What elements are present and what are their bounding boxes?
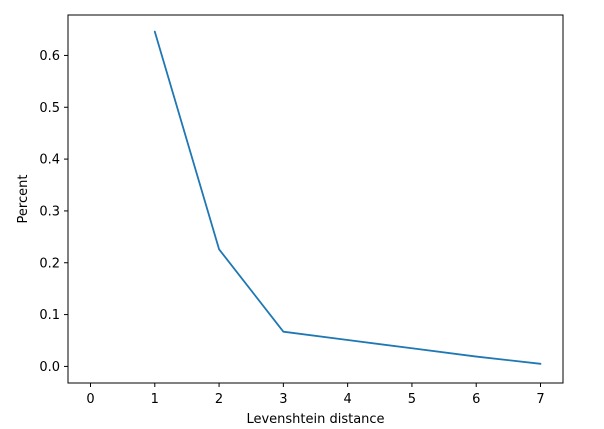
y-axis: 0.0 0.1 0.2 0.3 0.4 0.5 0.6	[39, 49, 68, 375]
x-tick-label: 7	[536, 392, 544, 407]
y-axis-label: Percent	[16, 175, 31, 224]
x-tick-label: 1	[151, 392, 159, 407]
plot-frame	[67, 14, 564, 384]
y-tick-label: 0.5	[39, 101, 60, 116]
x-tick-label: 6	[472, 392, 480, 407]
series-layer	[153, 30, 542, 365]
y-tick-label: 0.1	[39, 308, 60, 323]
y-tick-label: 0.3	[39, 204, 60, 219]
x-axis-label: Levenshtein distance	[246, 412, 384, 427]
x-tick-label: 0	[86, 392, 94, 407]
x-tick-label: 3	[279, 392, 287, 407]
x-axis: 0 1 2 3 4 5 6 7	[86, 383, 545, 407]
y-tick-label: 0.2	[39, 256, 60, 271]
plot-background	[68, 15, 563, 383]
y-tick-label: 0.0	[39, 360, 60, 375]
y-tick-label: 0.4	[39, 153, 60, 168]
series-line	[153, 30, 542, 365]
y-tick-label: 0.6	[39, 49, 60, 64]
x-tick-label: 2	[215, 392, 223, 407]
x-tick-label: 4	[344, 392, 352, 407]
x-tick-label: 5	[408, 392, 416, 407]
